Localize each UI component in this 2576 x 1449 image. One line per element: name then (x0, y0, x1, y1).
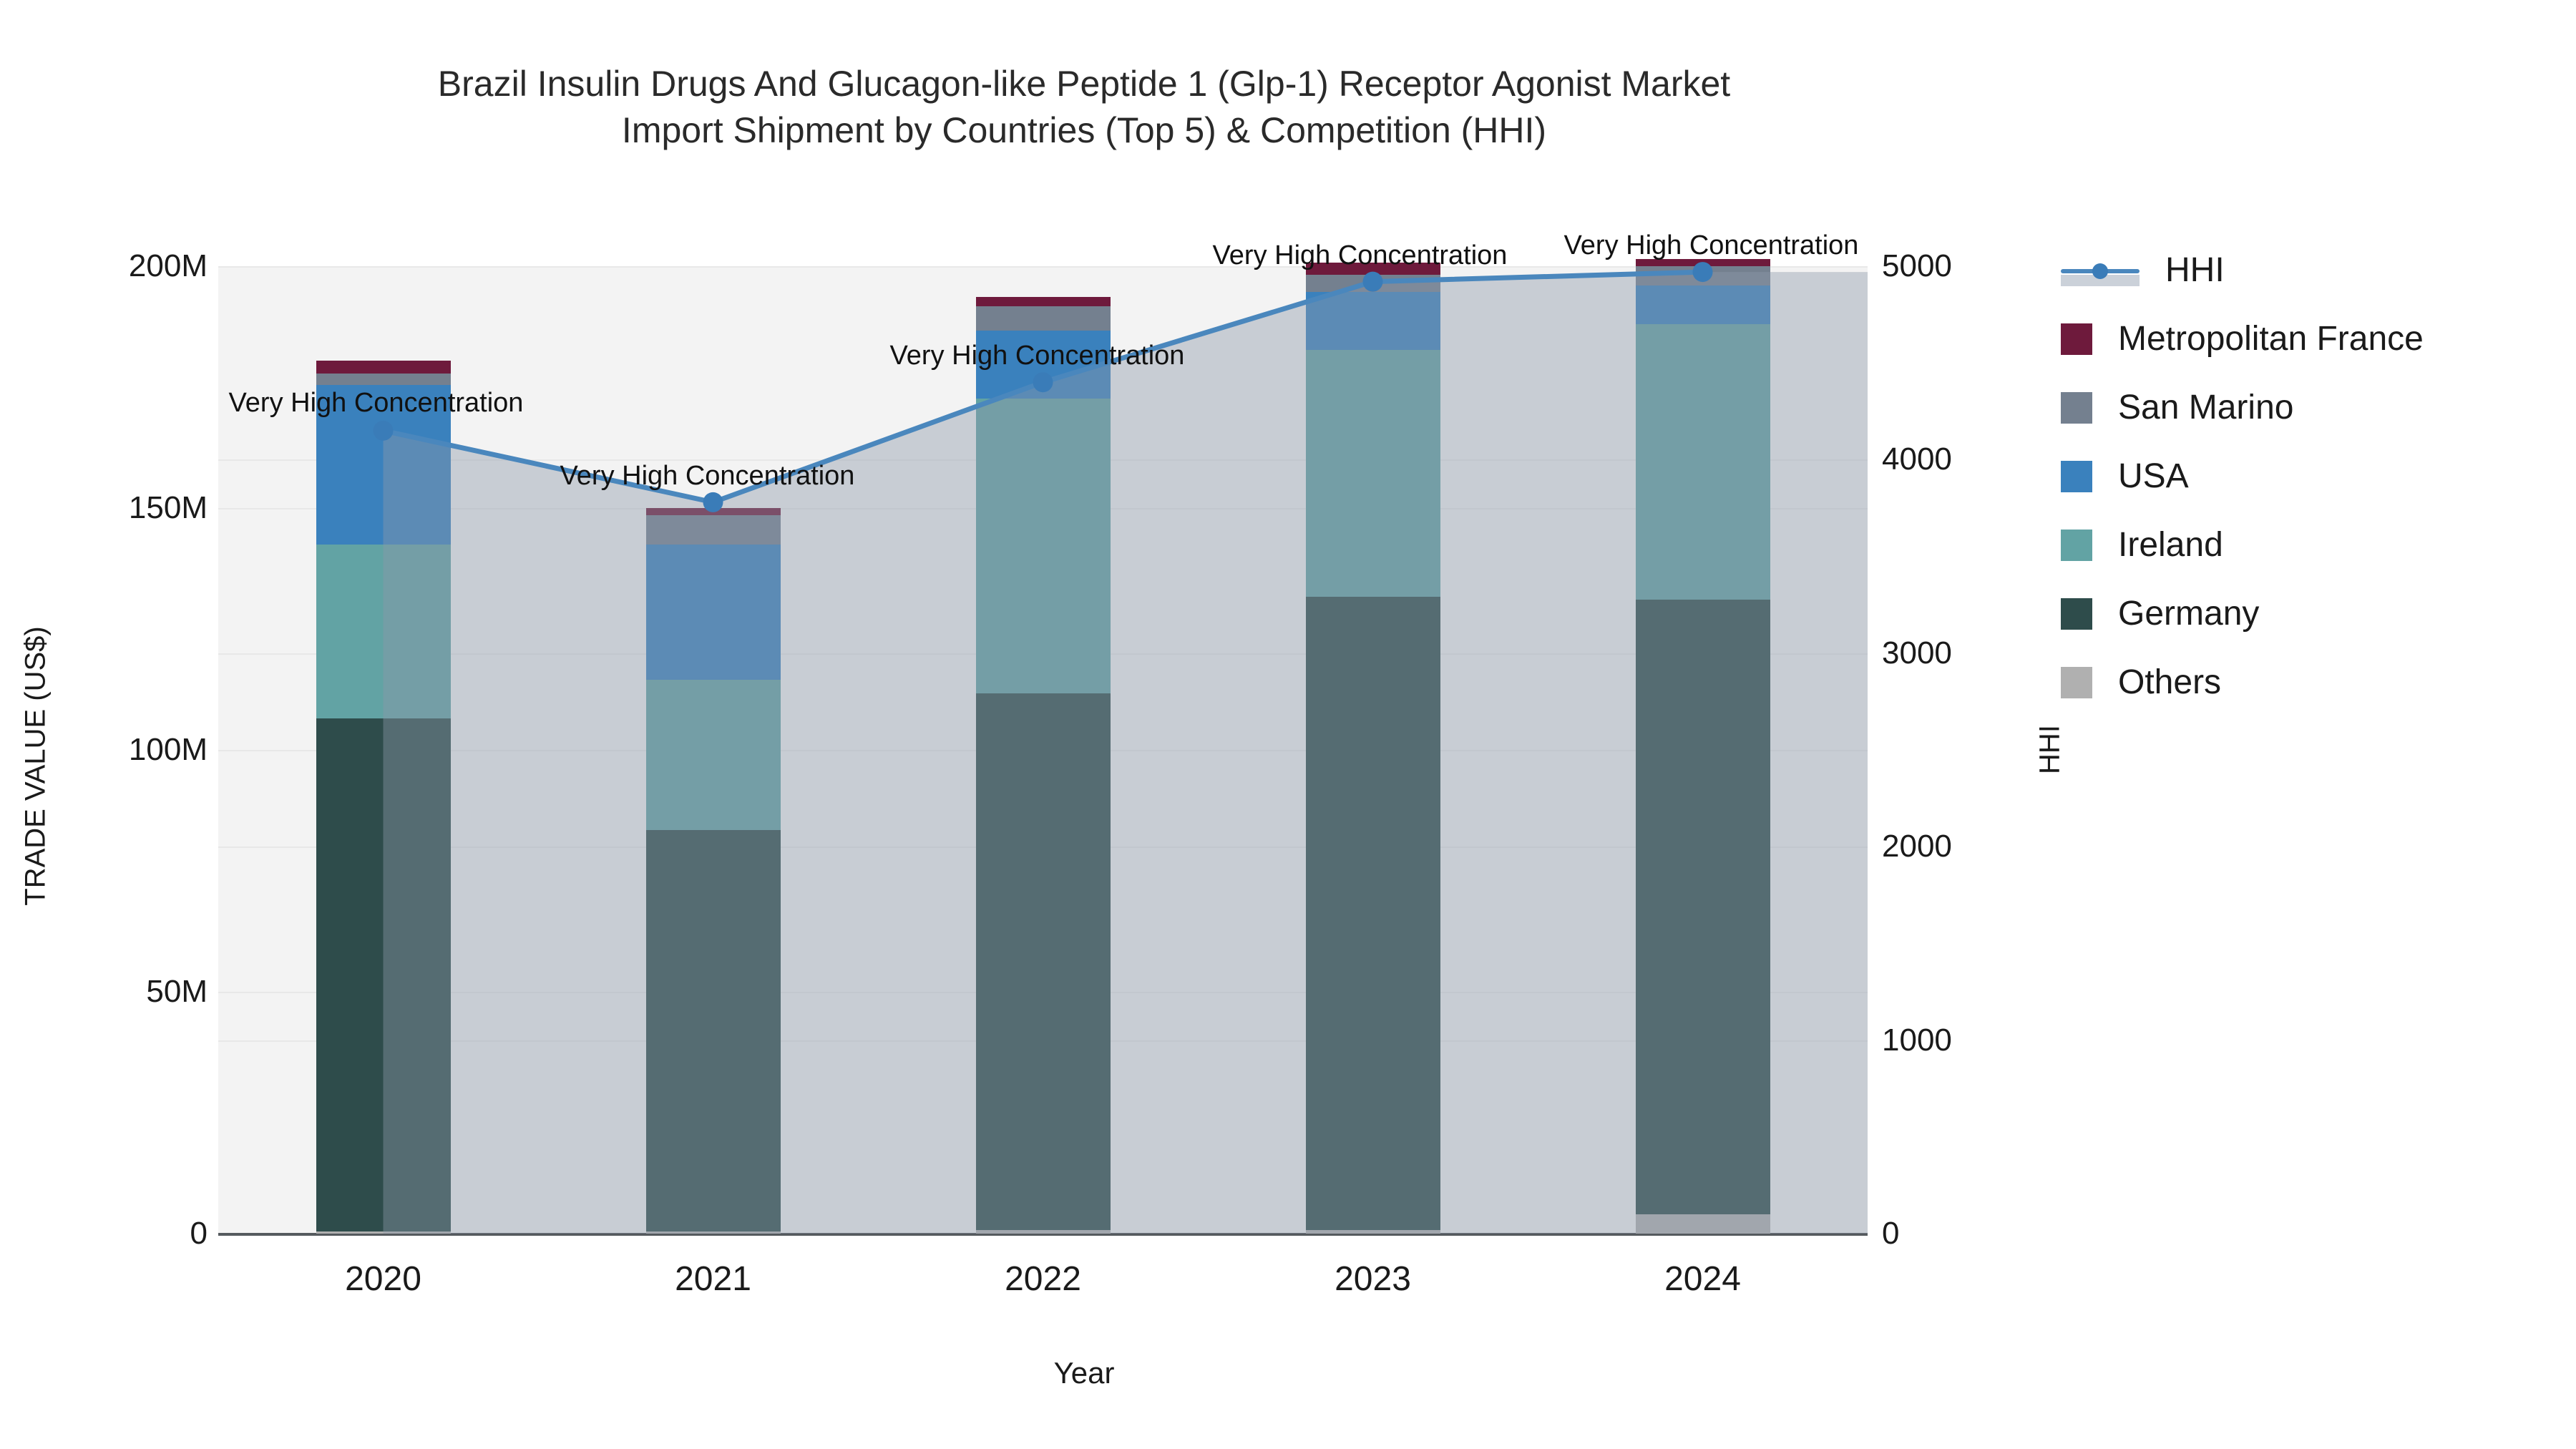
legend-item-label: Germany (2118, 595, 2260, 633)
hhi-marker-2020[interactable] (373, 420, 394, 441)
bar-segment-usa-2020[interactable] (316, 384, 451, 545)
hhi-area-fill (383, 272, 1868, 1234)
legend-swatch-icon (2061, 392, 2092, 424)
bar-group-2021[interactable] (645, 266, 781, 1234)
bar-segment-san-marino-2020[interactable] (316, 374, 451, 385)
bar-segment-usa-2024[interactable] (1635, 286, 1770, 325)
hhi-marker-2024[interactable] (1692, 262, 1713, 283)
bar-segment-metropolitan-france-2022[interactable] (975, 296, 1111, 307)
y-axis-right-ticks: 0 1000 2000 3000 4000 5000 (1882, 0, 2097, 1449)
legend-swatch-icon (2061, 461, 2092, 492)
legend: HHI Metropolitan France San Marino USA Irela… (2061, 236, 2562, 717)
bar-segment-san-marino-2021[interactable] (645, 515, 781, 545)
legend-line-icon (2061, 255, 2140, 286)
x-tick-2020: 2020 (345, 1260, 421, 1298)
y-tick-right-1: 1000 (1882, 1022, 1952, 1058)
chart-title-line-2: Import Shipment by Countries (Top 5) & C… (621, 110, 1547, 150)
x-tick-2021: 2021 (675, 1260, 751, 1298)
annotation-hhi-2023: Very High Concentration (1212, 240, 1508, 270)
x-tick-2023: 2023 (1335, 1260, 1411, 1298)
chart-title: Brazil Insulin Drugs And Glucagon-like P… (0, 61, 2168, 154)
y-tick-left-3: 150M (128, 490, 208, 525)
bar-segment-germany-2021[interactable] (645, 829, 781, 1231)
y-tick-left-2: 100M (128, 732, 208, 767)
y-tick-left-4: 200M (128, 248, 208, 283)
legend-item-label: USA (2118, 457, 2189, 495)
legend-item-metropolitan-france[interactable]: Metropolitan France (2061, 305, 2562, 374)
bar-segment-ireland-2022[interactable] (975, 398, 1111, 693)
annotation-hhi-2022: Very High Concentration (889, 341, 1185, 371)
y-tick-left-1: 50M (146, 974, 208, 1009)
bar-segment-others-2022[interactable] (975, 1230, 1111, 1234)
legend-item-ireland[interactable]: Ireland (2061, 511, 2562, 580)
annotation-hhi-2021: Very High Concentration (560, 460, 855, 491)
legend-item-label: Others (2118, 663, 2222, 701)
bar-segment-metropolitan-france-2023[interactable] (1305, 263, 1440, 275)
bar-segment-germany-2023[interactable] (1305, 596, 1440, 1231)
y-axis-left-ticks: 0 50M 100M 150M 200M (0, 0, 208, 1449)
annotation-hhi-2020: Very High Concentration (228, 387, 524, 418)
bar-segment-ireland-2021[interactable] (645, 680, 781, 830)
bar-segment-ireland-2023[interactable] (1305, 349, 1440, 597)
y-tick-right-2: 2000 (1882, 829, 1952, 864)
legend-item-label: Metropolitan France (2118, 320, 2424, 358)
y-axis-left-title: TRADE VALUE (US$) (19, 626, 52, 906)
legend-item-san-marino[interactable]: San Marino (2061, 374, 2562, 442)
bar-segment-ireland-2020[interactable] (316, 544, 451, 719)
y-tick-right-4: 4000 (1882, 441, 1952, 477)
y-tick-right-3: 3000 (1882, 635, 1952, 670)
legend-item-others[interactable]: Others (2061, 648, 2562, 717)
y-tick-left-0: 0 (190, 1216, 208, 1251)
bar-segment-usa-2021[interactable] (645, 544, 781, 680)
bar-segment-san-marino-2022[interactable] (975, 306, 1111, 331)
hhi-marker-2022[interactable] (1033, 372, 1053, 393)
hhi-marker-2021[interactable] (703, 492, 723, 512)
bar-segment-germany-2022[interactable] (975, 693, 1111, 1231)
annotation-hhi-2024: Very High Concentration (1563, 230, 1859, 261)
bar-segment-others-2024[interactable] (1635, 1214, 1770, 1234)
legend-item-germany[interactable]: Germany (2061, 580, 2562, 648)
bar-group-2020[interactable] (316, 266, 451, 1234)
bar-segment-others-2020[interactable] (316, 1231, 451, 1234)
bar-segment-germany-2020[interactable] (316, 718, 451, 1231)
legend-item-label: HHI (2165, 251, 2225, 289)
bar-segment-germany-2024[interactable] (1635, 600, 1770, 1214)
bar-segment-others-2023[interactable] (1305, 1230, 1440, 1234)
legend-swatch-icon (2061, 667, 2092, 698)
y-tick-right-5: 5000 (1882, 248, 1952, 283)
legend-item-hhi[interactable]: HHI (2061, 236, 2562, 305)
x-axis-title: Year (1053, 1356, 1115, 1390)
bar-segment-metropolitan-france-2020[interactable] (316, 360, 451, 374)
hhi-marker-2023[interactable] (1362, 271, 1383, 292)
bar-group-2022[interactable] (975, 266, 1111, 1234)
bar-group-2023[interactable] (1305, 263, 1440, 1234)
bar-group-2024[interactable] (1635, 258, 1770, 1234)
legend-swatch-icon (2061, 323, 2092, 355)
x-tick-2022: 2022 (1005, 1260, 1081, 1298)
x-axis-line (218, 1233, 1868, 1236)
legend-item-usa[interactable]: USA (2061, 442, 2562, 511)
bar-segment-others-2021[interactable] (645, 1231, 781, 1234)
y-tick-right-0: 0 (1882, 1216, 1900, 1251)
legend-swatch-icon (2061, 530, 2092, 561)
legend-item-label: San Marino (2118, 389, 2294, 426)
legend-item-label: Ireland (2118, 526, 2223, 564)
bar-segment-ireland-2024[interactable] (1635, 324, 1770, 600)
gridline-y-left-4 (218, 266, 1868, 268)
bar-segment-usa-2023[interactable] (1305, 291, 1440, 350)
x-tick-2024: 2024 (1664, 1260, 1741, 1298)
legend-swatch-icon (2061, 598, 2092, 630)
chart-title-line-1: Brazil Insulin Drugs And Glucagon-like P… (437, 64, 1731, 104)
